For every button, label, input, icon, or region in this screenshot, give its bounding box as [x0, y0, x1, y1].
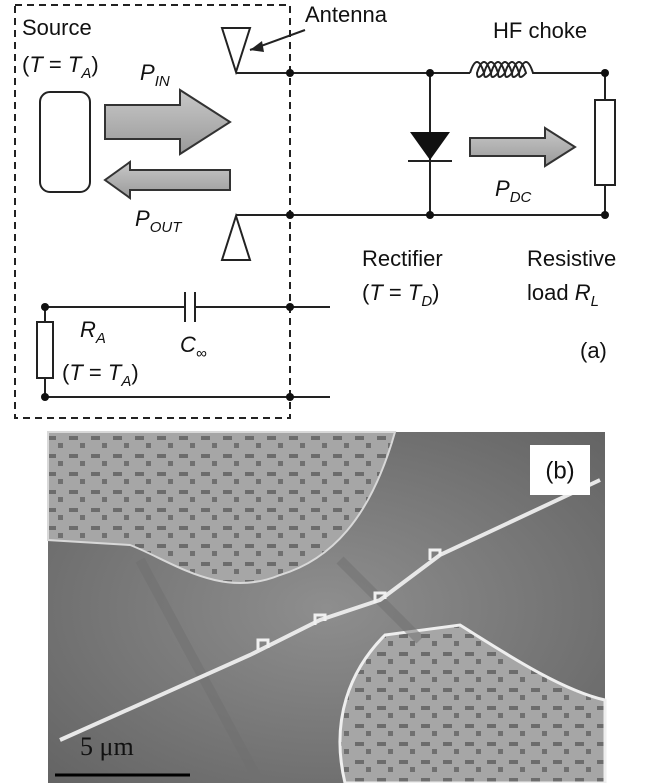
rectifier-temp: (T = TD): [362, 280, 439, 310]
r-a-resistor: [37, 322, 53, 378]
p-dc-arrow: [470, 128, 575, 166]
load-resistor: [595, 100, 615, 185]
panel-b-label: (b): [545, 457, 574, 484]
load-label: load RL: [527, 280, 599, 310]
p-out-arrow: [105, 162, 230, 198]
antenna-bottom: [222, 216, 250, 260]
source: [40, 92, 90, 192]
panel-a-label: (a): [580, 338, 607, 363]
antenna-label: Antenna: [305, 2, 388, 27]
antenna-top: [222, 28, 250, 72]
p-out-label: POUT: [135, 206, 183, 236]
diode: [410, 132, 450, 160]
scale-bar-label: 5 μm: [80, 732, 134, 761]
c-inf-label: C∞: [180, 332, 207, 362]
figure: Source (T = TA) PIN POUT Antenna HF chok…: [0, 0, 667, 783]
r-a-label: RA: [80, 317, 106, 347]
panel-b: (b) 5 μm: [48, 432, 605, 783]
rectifier-label: Rectifier: [362, 246, 443, 271]
source-label: Source: [22, 15, 92, 40]
hf-choke-label: HF choke: [493, 18, 587, 43]
antenna-pointer-head: [250, 41, 264, 52]
hf-choke: [470, 62, 575, 77]
panel-a: Source (T = TA) PIN POUT Antenna HF chok…: [15, 2, 616, 418]
p-in-label: PIN: [140, 60, 170, 90]
p-in-arrow: [105, 90, 230, 154]
r-a-temp: (T = TA): [62, 360, 139, 390]
resistive-label: Resistive: [527, 246, 616, 271]
source-temp: (T = TA): [22, 52, 99, 82]
p-dc-label: PDC: [495, 176, 532, 206]
capacitor: [185, 292, 195, 322]
